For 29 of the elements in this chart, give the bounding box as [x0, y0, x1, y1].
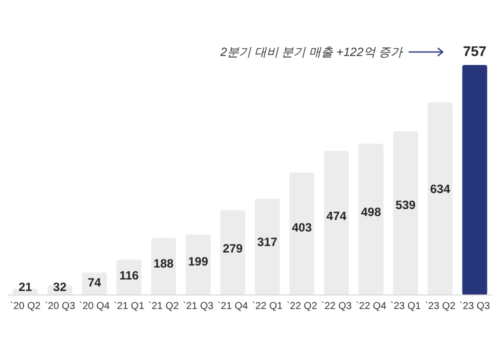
data-label: 317	[257, 235, 278, 250]
x-tick-label: `21 Q1	[114, 301, 145, 312]
data-label: 188	[154, 256, 174, 271]
data-label: 403	[292, 220, 312, 235]
data-label: 116	[119, 268, 140, 283]
x-tick-label: `20 Q3	[44, 301, 76, 312]
x-tick-label: `22 Q1	[252, 301, 284, 312]
data-label: 21	[18, 280, 32, 294]
x-tick-label: `20 Q2	[10, 301, 42, 312]
data-label: 539	[396, 198, 416, 212]
data-label: 32	[53, 280, 67, 294]
data-label: 757	[463, 43, 487, 59]
text: 2분기 대비 분기 매출 +122억 증가	[219, 45, 404, 59]
x-tick-label: `23 Q1	[390, 301, 422, 312]
data-label: 199	[188, 254, 208, 269]
x-tick-label: `20 Q4	[79, 301, 110, 312]
x-tick-label: `22 Q4	[356, 301, 387, 312]
data-label: 498	[360, 204, 382, 219]
data-label: 74	[88, 276, 102, 290]
x-tick-label: `21 Q3	[182, 301, 214, 312]
x-tick-label: `22 Q2	[286, 301, 318, 312]
x-tick-label: `22 Q3	[321, 301, 352, 312]
x-tick-label: `21 Q4	[217, 301, 248, 312]
x-tick-label: `23 Q3	[459, 301, 490, 312]
x-tick-label: `23 Q2	[424, 301, 456, 312]
data-label: 474	[326, 208, 347, 223]
data-label: 279	[222, 241, 244, 256]
x-tick-label: `21 Q2	[148, 301, 180, 312]
data-label: 634	[430, 182, 450, 196]
